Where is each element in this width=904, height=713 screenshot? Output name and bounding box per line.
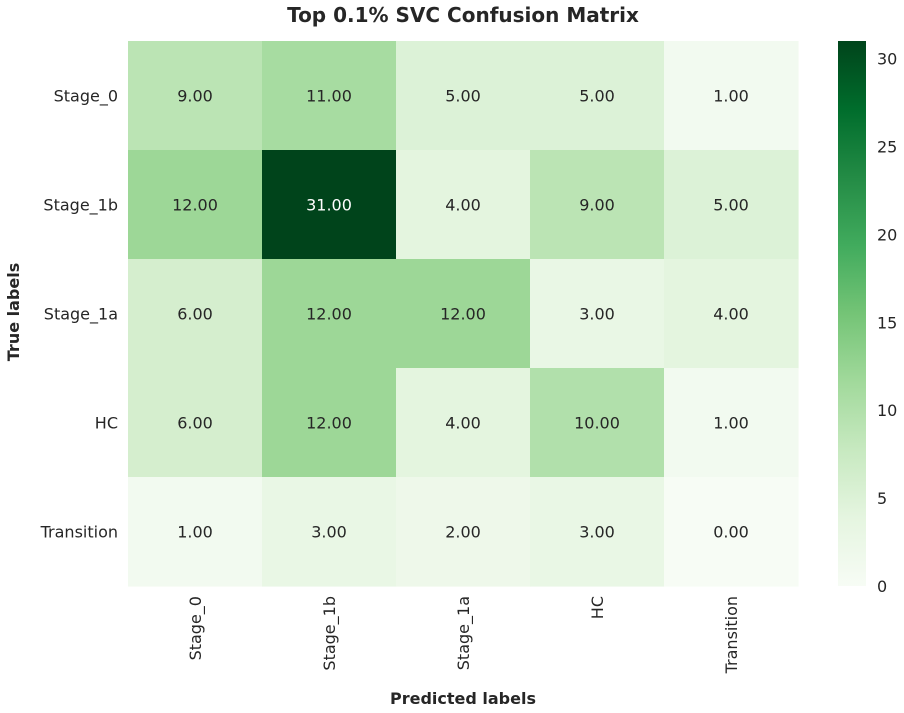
heatmap-cell-hc-stage-1b	[262, 368, 397, 478]
cell-value-label: 4.00	[445, 196, 481, 215]
cell-value-label: 4.00	[713, 305, 749, 324]
x-tick-label-transition: Transition	[722, 596, 741, 674]
heatmap-cell-hc-hc	[530, 368, 665, 478]
heatmap-cell-stage-0-stage-1b	[262, 41, 397, 151]
colorbar-tick-label: 5	[877, 489, 887, 508]
colorbar-tick-label: 30	[877, 50, 897, 69]
cell-value-label: 12.00	[306, 414, 352, 433]
colorbar-tick-label: 10	[877, 401, 897, 420]
x-tick-label-hc: HC	[588, 596, 607, 619]
y-tick-label-transition: Transition	[40, 523, 118, 542]
heatmap-cell-stage-1a-transition	[664, 259, 799, 369]
colorbar-tick-label: 25	[877, 137, 897, 156]
x-axis-tick-labels: Stage_0 Stage_1b Stage_1a HC Transition	[186, 596, 741, 674]
colorbar	[838, 41, 866, 586]
heatmap-cell-stage-0-stage-0	[128, 41, 263, 151]
heatmap-cell-stage-1a-stage-0	[128, 259, 263, 369]
y-axis-title: True labels	[4, 263, 23, 361]
cell-value-label: 5.00	[579, 87, 615, 106]
y-axis-tick-labels: Stage_0 Stage_1b Stage_1a HC Transition	[40, 87, 118, 542]
colorbar-tick-labels: 0 5 10 15 20 25 30	[877, 50, 897, 596]
heatmap-cell-transition-hc	[530, 477, 665, 587]
cell-value-label: 4.00	[445, 414, 481, 433]
heatmap-cell-hc-stage-0	[128, 368, 263, 478]
cell-value-label: 6.00	[177, 305, 213, 324]
y-tick-label-stage-1b: Stage_1b	[43, 196, 118, 216]
heatmap-cell-stage-1b-hc	[530, 150, 665, 260]
y-tick-label-hc: HC	[95, 414, 118, 433]
cell-value-label: 11.00	[306, 87, 352, 106]
heatmap-cells: 9.00 11.00 5.00 5.00 1.00 12.00 31.00 4.00 9.00 5…	[128, 41, 799, 587]
heatmap-cell-stage-0-transition	[664, 41, 799, 151]
heatmap-cell-transition-stage-1b	[262, 477, 397, 587]
heatmap-cell-stage-1b-transition	[664, 150, 799, 260]
cell-value-label: 3.00	[579, 305, 615, 324]
cell-value-label: 5.00	[445, 87, 481, 106]
cell-value-label: 31.00	[306, 196, 352, 215]
y-tick-label-stage-0: Stage_0	[54, 87, 118, 107]
chart-title: Top 0.1% SVC Confusion Matrix	[287, 3, 639, 27]
colorbar-tick-label: 20	[877, 225, 897, 244]
cell-value-label: 3.00	[311, 523, 347, 542]
heatmap-cell-transition-stage-1a	[396, 477, 531, 587]
x-tick-label-stage-1b: Stage_1b	[320, 596, 340, 671]
heatmap-cell-stage-1a-hc	[530, 259, 665, 369]
cell-value-label: 9.00	[177, 87, 213, 106]
heatmap-cell-transition-transition	[664, 477, 799, 587]
cell-value-label: 1.00	[713, 414, 749, 433]
y-tick-label-stage-1a: Stage_1a	[44, 305, 118, 325]
heatmap-cell-stage-1a-stage-1b	[262, 259, 397, 369]
cell-value-label: 2.00	[445, 523, 481, 542]
cell-value-label: 1.00	[177, 523, 213, 542]
cell-value-label: 9.00	[579, 196, 615, 215]
x-tick-label-stage-0: Stage_0	[186, 596, 206, 660]
cell-value-label: 6.00	[177, 414, 213, 433]
heatmap-cell-stage-0-stage-1a	[396, 41, 531, 151]
heatmap-cell-stage-0-hc	[530, 41, 665, 151]
cell-value-label: 12.00	[440, 305, 486, 324]
heatmap-cell-transition-stage-0	[128, 477, 263, 587]
heatmap-cell-stage-1a-stage-1a	[396, 259, 531, 369]
x-tick-label-stage-1a: Stage_1a	[454, 596, 474, 670]
cell-value-label: 5.00	[713, 196, 749, 215]
cell-value-label: 10.00	[574, 414, 620, 433]
cell-value-label: 12.00	[172, 196, 218, 215]
x-axis-title: Predicted labels	[390, 689, 536, 708]
cell-value-label: 12.00	[306, 305, 352, 324]
heatmap-cell-hc-stage-1a	[396, 368, 531, 478]
heatmap-cell-stage-1b-stage-1b	[262, 150, 397, 260]
cell-value-label: 1.00	[713, 87, 749, 106]
heatmap-cell-hc-transition	[664, 368, 799, 478]
heatmap-cell-stage-1b-stage-1a	[396, 150, 531, 260]
heatmap-cell-stage-1b-stage-0	[128, 150, 263, 260]
cell-value-label: 3.00	[579, 523, 615, 542]
colorbar-tick-label: 0	[877, 577, 887, 596]
cell-value-label: 0.00	[713, 523, 749, 542]
colorbar-tick-label: 15	[877, 313, 897, 332]
